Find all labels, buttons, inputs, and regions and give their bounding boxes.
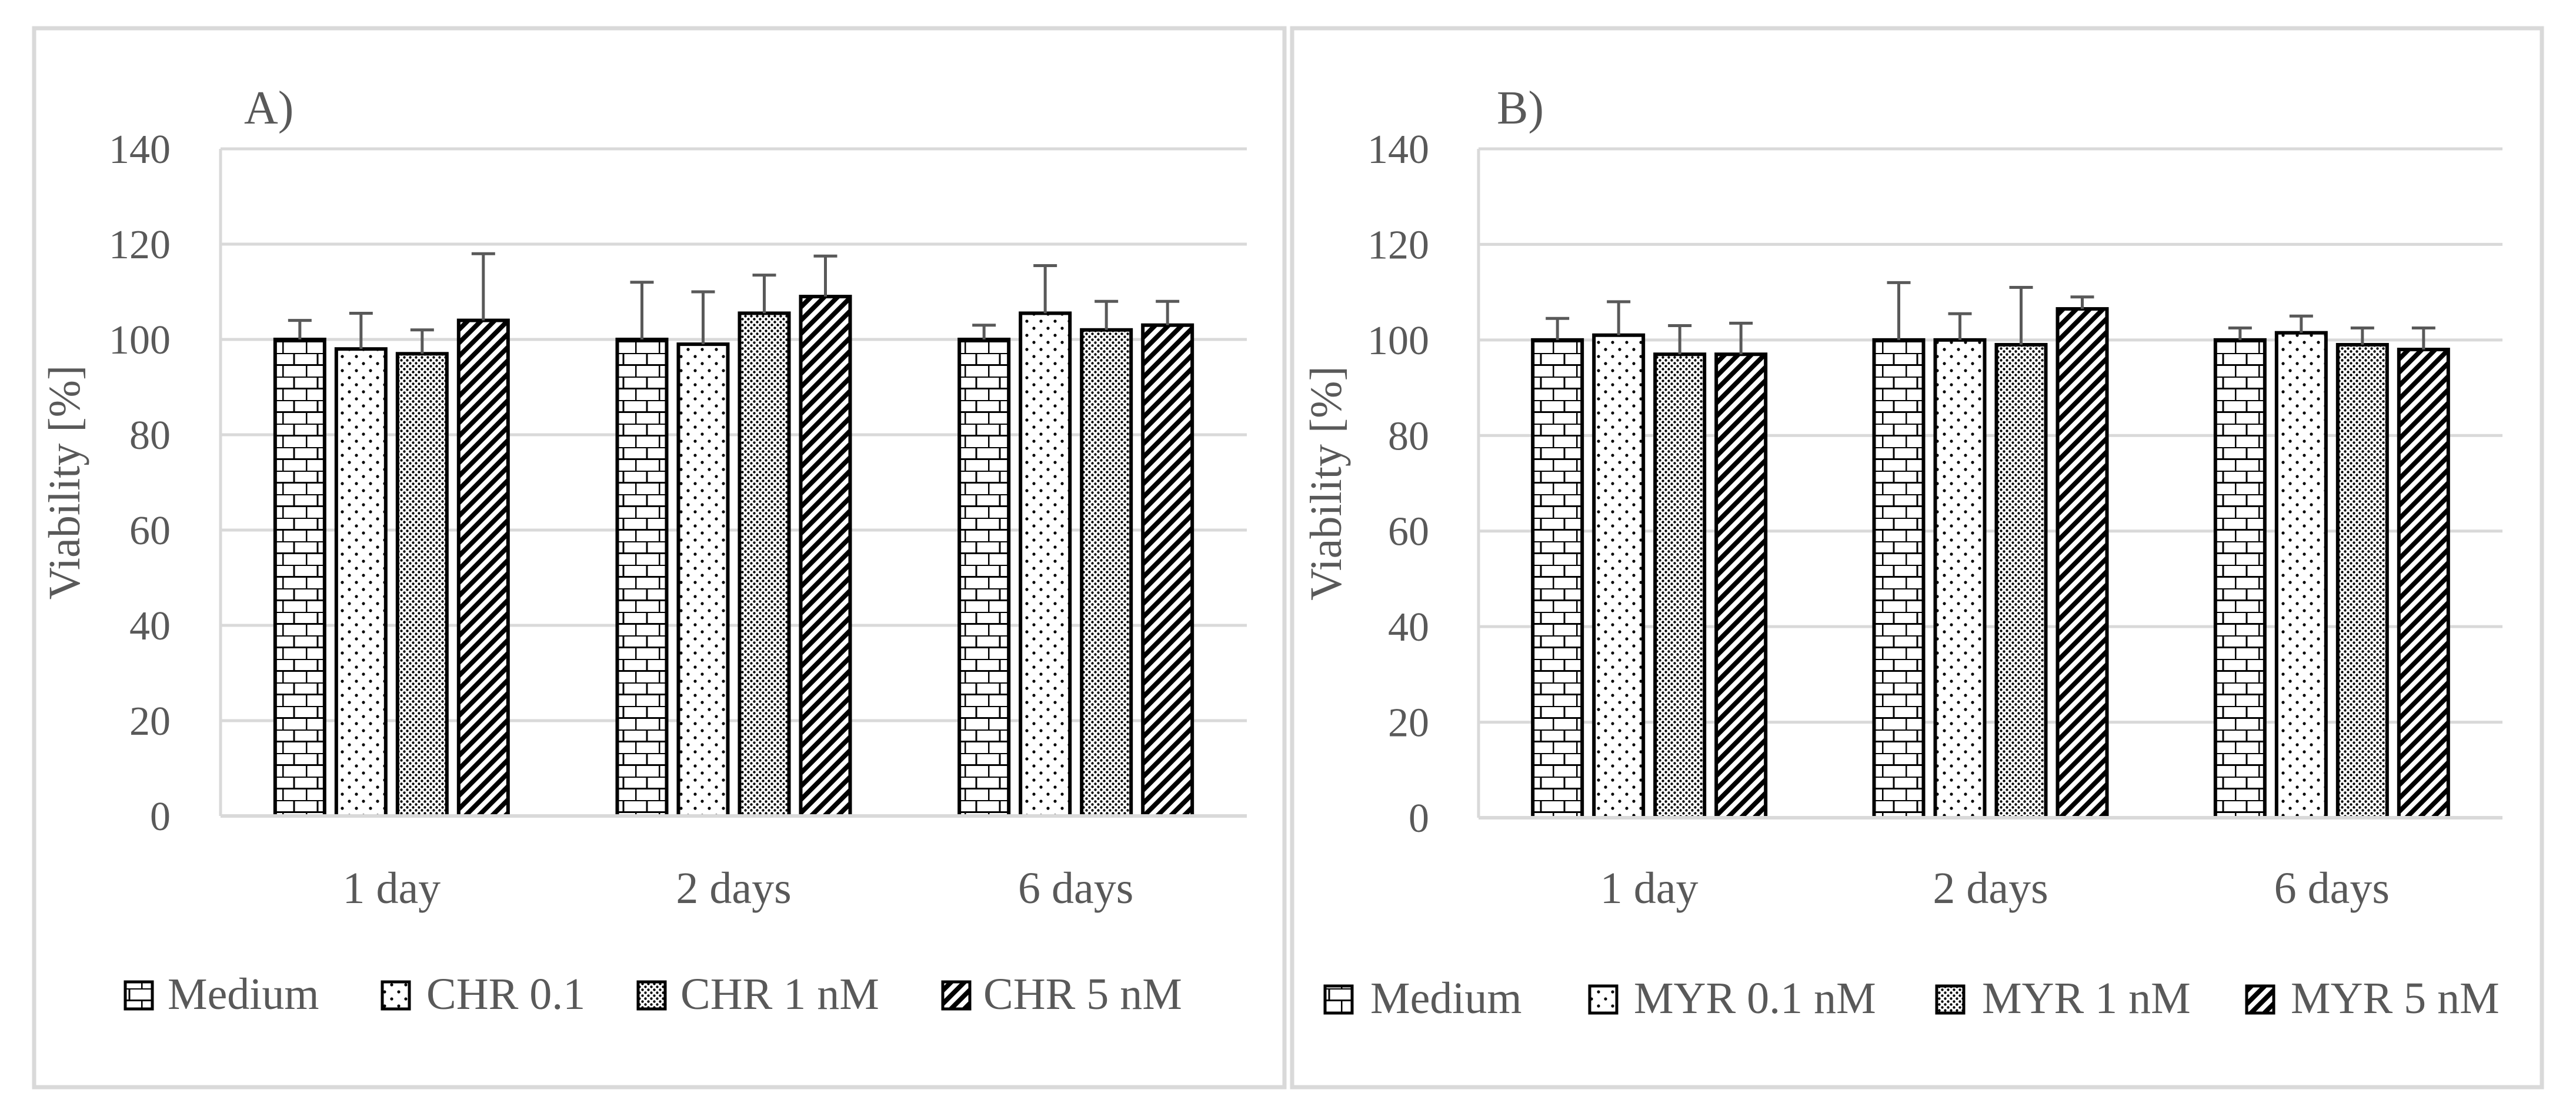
y-axis-label: Viability [%] <box>1302 366 1351 601</box>
bar <box>1080 328 1133 818</box>
y-tick-label: 140 <box>1367 127 1429 172</box>
y-tick-label: 0 <box>150 794 171 840</box>
legend-label: Medium <box>168 970 319 1019</box>
y-tick-label: 0 <box>1409 796 1429 841</box>
legend-label: Medium <box>1370 974 1522 1023</box>
bar <box>1141 323 1194 818</box>
bar <box>676 342 730 818</box>
y-tick-label: 120 <box>1367 222 1429 268</box>
bar <box>615 338 669 818</box>
bar <box>2335 342 2389 819</box>
legend-label: MYR 1 nM <box>1982 974 2191 1023</box>
bar <box>799 295 852 818</box>
panel-a-frame <box>32 26 1287 1090</box>
x-tick-label: 1 day <box>1600 864 1699 913</box>
panel-b-chart: 0 20 40 60 80 100 120 140 Viability [%] B) 1 day 2 … <box>1302 82 2502 1023</box>
bar <box>1531 338 1584 819</box>
y-tick-label: 80 <box>129 413 171 458</box>
bar <box>1994 342 2048 819</box>
legend-label: MYR 0.1 nM <box>1634 974 1876 1023</box>
bar <box>1019 311 1072 818</box>
legend-swatch <box>1323 984 1354 1015</box>
bar <box>2397 348 2450 819</box>
bar <box>1872 338 1926 819</box>
legend-swatch <box>381 980 411 1011</box>
legend-label: CHR 1 nM <box>680 970 879 1019</box>
bar <box>395 352 449 818</box>
legend-swatch <box>2245 984 2275 1015</box>
bar <box>1933 338 1987 819</box>
bar <box>273 338 326 818</box>
x-tick-label: 6 days <box>2274 864 2390 913</box>
x-tick-label: 2 days <box>676 864 791 913</box>
panel-label: B) <box>1497 82 1544 134</box>
bar <box>1653 352 1707 819</box>
y-tick-label: 100 <box>1367 318 1429 364</box>
y-tick-label: 80 <box>1388 414 1429 459</box>
legend-swatch <box>124 980 154 1011</box>
x-tick-label: 2 days <box>1933 864 2048 913</box>
legend-swatch <box>1588 984 1619 1015</box>
legend-label: MYR 5 nM <box>2291 974 2500 1023</box>
y-tick-label: 120 <box>109 222 171 268</box>
y-tick-label: 20 <box>129 699 171 744</box>
x-tick-label: 1 day <box>342 864 441 913</box>
panel-label: A) <box>244 82 293 134</box>
bar <box>2274 331 2328 819</box>
y-tick-label: 60 <box>1388 509 1429 555</box>
y-tick-label: 40 <box>129 604 171 649</box>
legend-swatch <box>941 980 972 1011</box>
bar <box>456 318 510 818</box>
y-tick-label: 40 <box>1388 605 1429 650</box>
bar <box>957 338 1011 818</box>
y-tick-label: 20 <box>1388 701 1429 746</box>
y-tick-label: 60 <box>129 508 171 554</box>
legend-label: CHR 0.1 <box>426 970 585 1019</box>
legend-swatch <box>1935 984 1966 1015</box>
bar <box>1714 352 1768 819</box>
y-tick-label: 140 <box>109 127 171 172</box>
bar <box>2056 307 2109 819</box>
x-tick-label: 6 days <box>1018 864 1133 913</box>
panel-b-frame <box>1290 26 2544 1090</box>
bar <box>334 347 388 818</box>
y-tick-label: 100 <box>109 318 171 363</box>
y-axis-label: Viability [%] <box>40 365 89 600</box>
bar <box>738 311 791 818</box>
legend-swatch <box>636 980 667 1011</box>
legend-label: CHR 5 nM <box>983 970 1182 1019</box>
bar <box>2213 338 2267 819</box>
bar <box>1592 333 1646 819</box>
panel-a-chart: 0 20 40 60 80 100 120 140 Viability [%] A) 1 day 2 … <box>40 82 1247 1019</box>
